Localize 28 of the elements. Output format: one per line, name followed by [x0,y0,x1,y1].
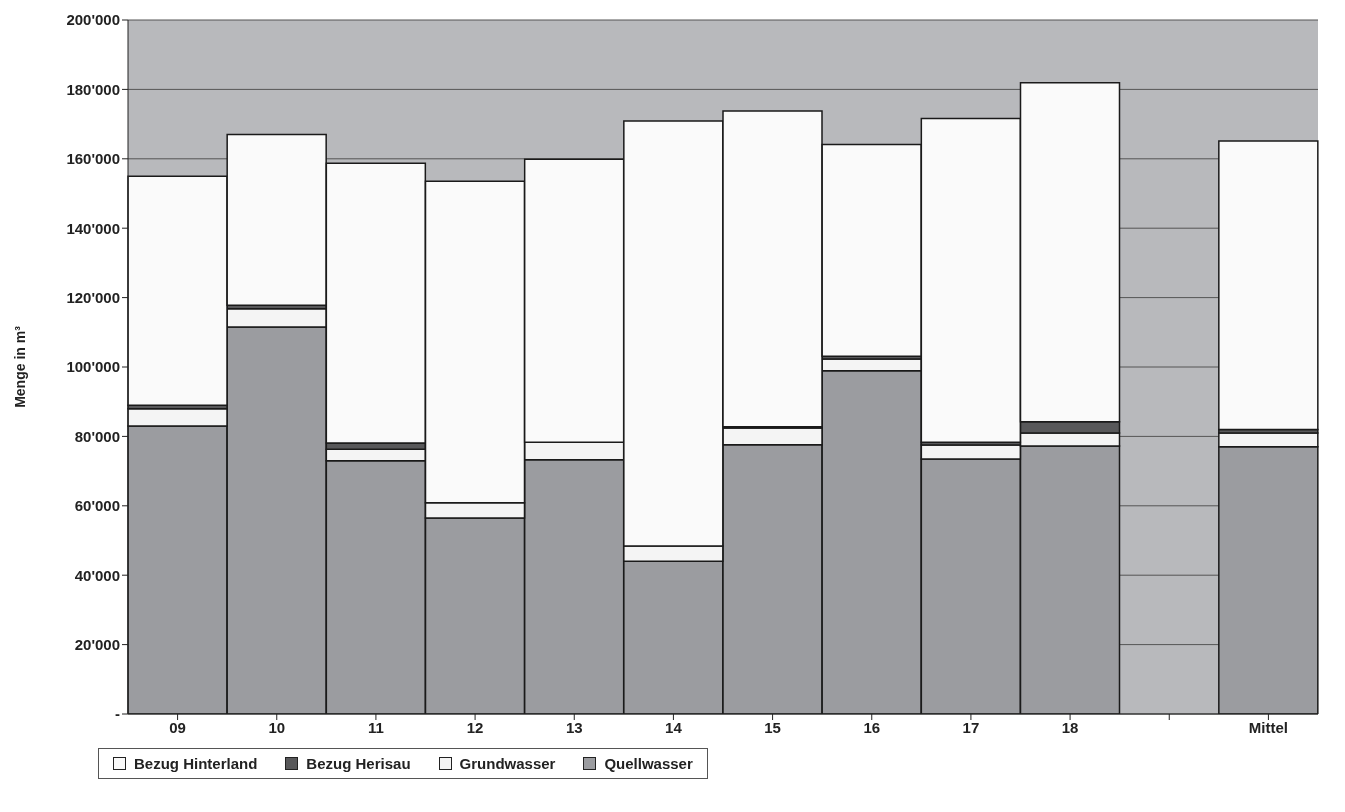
x-tick-label: 15 [764,718,781,736]
legend-label: Bezug Hinterland [134,755,258,772]
x-tick-label: 09 [169,718,186,736]
y-tick-label: 20'000 [74,635,120,653]
y-tick-label: 100'000 [66,358,120,376]
y-tick-label: 60'000 [74,497,120,515]
x-tick-label: 12 [466,718,484,736]
legend-label: Quellwasser [604,755,693,772]
x-tick-label: 13 [565,718,583,736]
legend-label: Bezug Herisau [306,755,411,772]
y-axis-title: Menge in m³ [11,325,28,408]
x-tick-label: Mittel [1248,718,1288,736]
y-tick-label: 40'000 [74,566,120,584]
x-tick-label: 11 [367,718,384,736]
legend-label: Grundwasser [459,755,556,772]
y-tick-label: 80'000 [74,427,120,445]
x-tick-label: 16 [863,718,881,736]
y-tick-label: 200'000 [66,11,120,29]
bar [1218,140,1319,431]
x-tick-label: 17 [962,718,980,736]
x-tick-label: 18 [1061,718,1079,736]
y-tick-label: 120'000 [66,288,120,306]
y-tick-label: 160'000 [66,150,120,168]
y-tick-label: - [115,705,120,723]
y-tick-label: 140'000 [66,219,120,237]
y-tick-label: 180'000 [66,80,120,98]
x-tick-label: 10 [268,718,286,736]
x-tick-label: 14 [665,718,683,736]
